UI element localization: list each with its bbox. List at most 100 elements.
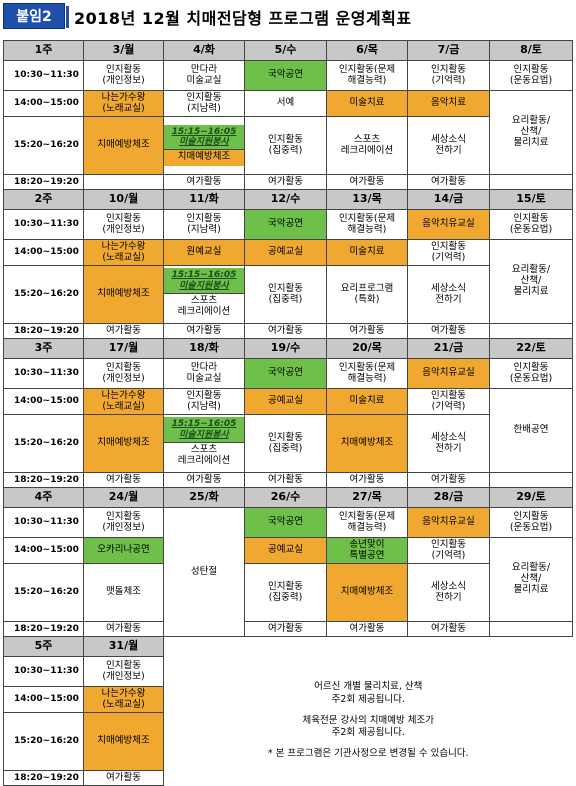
program-cell: 만다라 미술교실 [163,60,245,91]
day-header: 25/화 [163,487,245,508]
time-slot: 18:20~19:20 [3,472,84,488]
time-slot: 14:00~15:00 [3,90,84,117]
time-slot-row: 10:30~11:30 인지활동 (개인정보) 성탄절 국악공연 인지활동(문제 해결능… [3,507,573,637]
program-cell: 오카리나공연 [83,537,164,564]
time-slot: 10:30~11:30 [3,507,84,538]
program-cell: 인지활동 (집중력) [244,414,327,473]
program-cell: 치매예방체조 [326,414,408,473]
program-cell: 15:15~16:05 미술지원봉사 치매예방체조 [163,116,245,175]
program-cell: 인지활동(문제 해결능력) [326,358,408,389]
program-cell: 국악공연 [244,60,327,91]
program-cell: 세상소식 전하기 [407,116,490,175]
volunteer-session: 15:15~16:05 미술지원봉사 [164,417,244,442]
program-cell: 국악공연 [244,507,327,538]
note-line: 체육전문 강사의 치매예방 체조가 [302,714,434,726]
holiday-cell: 성탄절 [163,507,245,637]
program-name: 스포츠 레크리에이션 [164,441,244,470]
program-cell: 여가활동 [326,174,408,190]
empty-cell [407,636,490,657]
program-cell: 여가활동 [407,174,490,190]
day-header: 15/토 [489,189,573,210]
time-slot-row: 14:00~15:00 나는가수왕 (노래교실) [3,686,573,713]
program-cell: 인지활동 (기억력) [407,239,490,266]
time-slot: 15:20~16:20 [3,265,84,324]
program-cell: 요리활동/ 산책/ 물리치료 [489,90,573,175]
week-label: 5주 [3,636,84,657]
title-accent-bar [66,6,69,28]
time-slot: 18:20~19:20 [3,323,84,339]
day-header: 28/금 [407,487,490,508]
time-slot-row: 15:20~16:20 치매예방체조 [3,712,573,771]
day-header: 17/월 [83,338,164,359]
time-slot: 10:30~11:30 [3,358,84,389]
note-line: 주2회 제공됩니다. [331,693,405,705]
page-header: 붙임2 2018년 12월 치매전담형 프로그램 운영계획표 [0,0,576,32]
program-cell: 여가활동 [244,621,327,637]
program-cell: 미술치료 [326,90,408,117]
time-slot-row: 14:00~15:00 나는가수왕 (노래교실) 인지활동 (지남력) 서예 미술치료 음… [3,90,573,175]
time-slot-row: 15:20~16:20 맷돌체조 인지활동 (집중력) 치매예방체조 세상소식 전하기 [3,563,573,622]
day-header: 6/목 [326,40,408,61]
program-cell: 인지활동 (지남력) [163,209,245,240]
program-cell [489,174,573,190]
time-slot: 10:30~11:30 [3,60,84,91]
program-cell: 인지활동 (집중력) [244,116,327,175]
time-slot: 18:20~19:20 [3,621,84,637]
program-cell: 세상소식 전하기 [407,563,490,622]
program-cell: 인지활동 (운동요법) [489,507,573,538]
empty-cell [163,636,245,657]
program-cell: 치매예방체조 [83,712,164,771]
program-cell: 나는가수왕 (노래교실) [83,90,164,117]
day-header: 11/화 [163,189,245,210]
note-line: 주2회 제공됩니다. [331,727,405,739]
program-cell: 인지활동 (개인정보) [83,656,164,687]
day-header: 21/금 [407,338,490,359]
program-cell: 요리활동/ 산책/ 물리치료 [489,537,573,622]
program-cell: 인지활동 (기억력) [407,60,490,91]
program-cell: 치매예방체조 [83,414,164,473]
time-slot: 15:20~16:20 [3,563,84,622]
program-cell: 한배공연 [489,388,573,473]
time-slot: 18:20~19:20 [3,770,84,786]
program-cell: 여가활동 [244,472,327,488]
program-cell: 15:15~16:05 미술지원봉사 스포츠 레크리에이션 [163,265,245,324]
program-cell: 인지활동 (운동요법) [489,60,573,91]
program-cell: 여가활동 [244,323,327,339]
week-label: 4주 [3,487,84,508]
program-cell: 인지활동(문제 해결능력) [326,507,408,538]
program-cell: 세상소식 전하기 [407,414,490,473]
program-cell: 여가활동 [326,472,408,488]
program-cell: 인지활동 (지남력) [163,388,245,415]
time-slot-row: 10:30~11:30 인지활동 (개인정보) 만다라 미술교실 국악공연 인지활동(문… [3,358,573,389]
program-cell: 음악치료 [407,90,490,117]
program-cell: 나는가수왕 (노래교실) [83,239,164,266]
attachment-badge: 붙임2 [3,3,65,29]
program-cell [489,621,573,637]
program-cell: 미술치료 [326,388,408,415]
program-cell: 국악공연 [244,358,327,389]
day-header: 31/월 [83,636,164,657]
program-cell: 15:15~16:05 미술지원봉사 스포츠 레크리에이션 [163,414,245,473]
program-cell: 국악공연 [244,209,327,240]
program-name: 스포츠 레크리에이션 [164,292,244,321]
program-cell: 인지활동 (개인정보) [83,507,164,538]
program-cell: 나는가수왕 (노래교실) [83,686,164,713]
time-slot: 14:00~15:00 [3,239,84,266]
day-header: 4/화 [163,40,245,61]
program-cell: 인지활동(문제 해결능력) [326,209,408,240]
program-cell: 여가활동 [326,323,408,339]
week-label: 2주 [3,189,84,210]
program-cell [83,174,164,190]
day-header: 3/월 [83,40,164,61]
program-cell: 인지활동 (기억력) [407,388,490,415]
time-slot: 15:20~16:20 [3,116,84,175]
program-cell: 세상소식 전하기 [407,265,490,324]
program-cell: 요리프로그램 (특화) [326,265,408,324]
day-header: 5/수 [244,40,327,61]
time-slot-row: 14:00~15:00 오카리나공연 공예교실 송년맞이 특별공연 인지활동 (기억력)… [3,537,573,622]
time-slot-row: 18:20~19:20 여가활동 여가활동 여가활동 여가활동 여가활동 [3,472,573,488]
day-header: 19/수 [244,338,327,359]
time-slot-row: 10:30~11:30 인지활동 (개인정보) 만다라 미술교실 국악공연 인지활동(문… [3,60,573,91]
program-cell: 맷돌체조 [83,563,164,622]
program-cell: 여가활동 [407,621,490,637]
